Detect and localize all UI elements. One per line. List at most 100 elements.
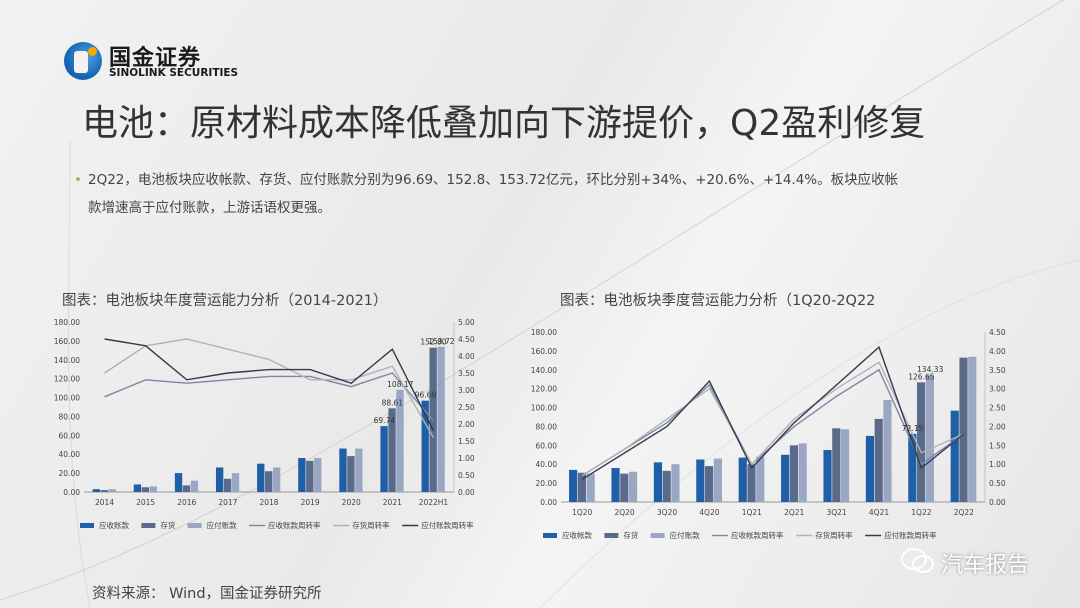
- data-label: 72.15: [902, 424, 924, 433]
- bar: [577, 472, 586, 502]
- bar: [437, 346, 445, 492]
- x-tick-label: 2021: [383, 498, 402, 507]
- x-tick-label: 3Q21: [826, 508, 846, 517]
- x-tick-label: 4Q21: [869, 508, 889, 517]
- series-line: [581, 361, 965, 477]
- x-tick-label: 1Q20: [572, 508, 592, 517]
- left-tick-label: 100.00: [54, 394, 80, 403]
- right-tick-label: 3.00: [989, 385, 1006, 394]
- bar: [298, 458, 306, 492]
- slide-title: 电池：原材料成本降低叠加向下游提价，Q2盈利修复: [82, 103, 926, 144]
- series-line: [104, 338, 435, 432]
- data-label: 108.17: [387, 380, 413, 389]
- right-tick-label: 0.00: [989, 498, 1006, 507]
- right-tick-label: 4.50: [989, 328, 1006, 337]
- bar: [747, 464, 756, 502]
- left-tick-label: 160.00: [531, 347, 557, 356]
- chart1-title: 图表：电池板块年度营运能力分析（2014-2021）: [62, 293, 388, 309]
- bar: [865, 435, 875, 502]
- bar: [190, 480, 199, 492]
- x-tick-label: 2018: [259, 498, 278, 507]
- x-tick-label: 2022H1: [419, 498, 449, 507]
- data-label: 88.61: [382, 398, 404, 407]
- watermark-text: 汽车报告: [941, 553, 1030, 578]
- x-tick-label: 2015: [136, 498, 155, 507]
- bar: [347, 456, 355, 492]
- logo-icon: [64, 42, 102, 80]
- legend-swatch: [604, 533, 619, 538]
- bar: [141, 487, 150, 492]
- left-tick-label: 100.00: [531, 404, 557, 413]
- left-tick-label: 120.00: [531, 385, 557, 394]
- right-tick-label: 2.50: [458, 403, 475, 412]
- right-tick-label: 3.50: [458, 369, 475, 378]
- bar: [671, 464, 680, 502]
- x-tick-label: 1Q21: [742, 508, 762, 517]
- left-tick-label: 140.00: [531, 366, 557, 375]
- left-tick-label: 60.00: [536, 441, 558, 450]
- source-note: 资料来源： Wind，国金证券研究所: [92, 586, 322, 602]
- watermark: 汽车报告: [895, 543, 1055, 578]
- legend-label: 应付账款: [207, 520, 237, 530]
- bar: [388, 408, 396, 492]
- legend-label: 存货周转率: [815, 530, 853, 540]
- legend-label: 应付账款: [670, 530, 700, 540]
- bar: [908, 433, 917, 502]
- left-tick-label: 80.00: [59, 412, 81, 421]
- bar: [832, 428, 841, 502]
- bar: [396, 389, 404, 492]
- legend-label: 应付账款周转率: [421, 520, 474, 530]
- right-tick-label: 4.00: [458, 352, 475, 361]
- x-tick-label: 1Q22: [911, 508, 931, 517]
- bullet-line-1: 2Q22，电池板块应收帐款、存货、应付账款分别为96.69、152.8、153.…: [88, 172, 899, 188]
- legend-swatch: [141, 523, 156, 528]
- bar: [950, 410, 959, 502]
- data-label: 126.65: [908, 372, 934, 381]
- bar: [265, 471, 273, 492]
- data-label: 153.72: [428, 337, 454, 346]
- legend-swatch: [543, 533, 557, 538]
- chart-quarterly: 0.00 20.00 40.00 60.00 80.00 100.00 120.00 140.…: [531, 328, 1006, 540]
- bar: [380, 426, 388, 492]
- bar: [586, 473, 595, 502]
- bar: [215, 467, 224, 492]
- bar: [653, 462, 663, 502]
- bar: [959, 357, 968, 502]
- legend-swatch: [187, 523, 202, 528]
- right-tick-label: 3.50: [989, 366, 1006, 375]
- legend-label: 应收账款: [99, 520, 129, 530]
- bar: [569, 469, 578, 502]
- bullet-dot-icon: •: [74, 172, 82, 188]
- x-tick-label: 2017: [218, 498, 237, 507]
- bar: [883, 400, 892, 502]
- wechat-icon: [901, 548, 934, 573]
- series-line: [581, 345, 965, 480]
- left-tick-label: 140.00: [54, 356, 80, 365]
- left-tick-label: 80.00: [536, 422, 558, 431]
- right-tick-label: 1.50: [458, 437, 475, 446]
- legend-swatch: [650, 533, 665, 538]
- legend-label: 应收账款周转率: [268, 520, 321, 530]
- bar: [823, 450, 832, 502]
- bar: [756, 456, 765, 502]
- data-label: 152.80: [420, 338, 446, 347]
- bar: [696, 459, 705, 502]
- bar: [223, 478, 232, 492]
- right-tick-label: 1.00: [458, 454, 475, 463]
- bar: [738, 457, 747, 502]
- bar: [925, 375, 934, 502]
- left-tick-label: 60.00: [59, 431, 81, 440]
- bar: [620, 473, 629, 502]
- right-tick-label: 1.50: [989, 441, 1006, 450]
- bar: [100, 490, 108, 492]
- bar: [355, 448, 363, 492]
- left-tick-label: 160.00: [54, 337, 80, 346]
- bar: [231, 473, 240, 492]
- bar: [108, 489, 116, 492]
- x-tick-label: 3Q20: [657, 508, 677, 517]
- left-tick-label: 20.00: [59, 469, 81, 478]
- bar: [798, 443, 807, 502]
- chart-annual: 0.00 20.00 40.00 60.00 80.00 100.00 120.00 140.…: [54, 318, 475, 530]
- bar: [789, 445, 798, 502]
- bar: [257, 463, 265, 492]
